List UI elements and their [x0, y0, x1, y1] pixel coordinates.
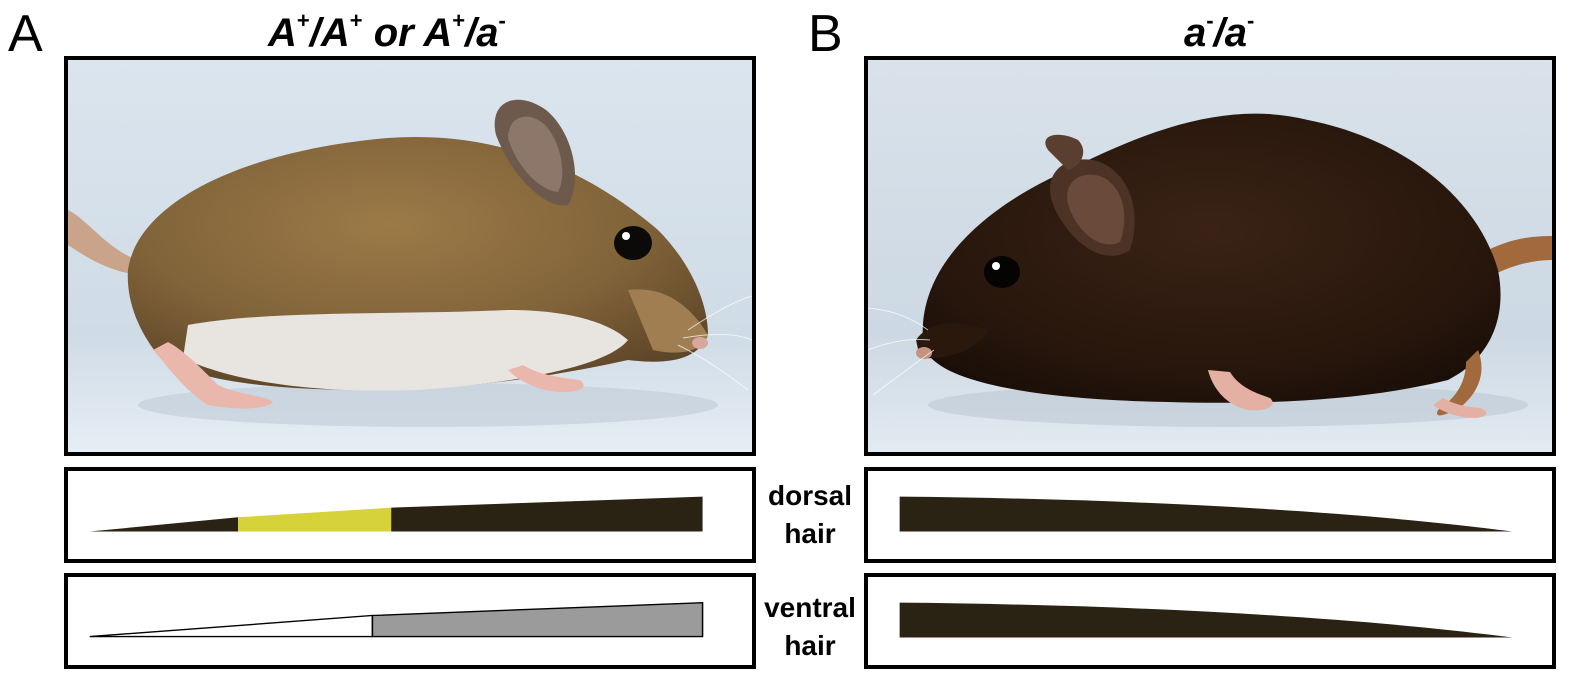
- panel-b-letter: B: [808, 5, 843, 63]
- panel-a-genotype: A+/A+ or A+/a-: [268, 8, 506, 55]
- label-line: ventral: [764, 592, 856, 623]
- dorsal-hair-diagram-a: [64, 467, 756, 563]
- solid-black-hair: [899, 496, 1513, 532]
- genotype-superscript: -: [1246, 8, 1255, 33]
- agouti-yellow-band: [238, 507, 392, 532]
- genotype-superscript: -: [498, 8, 506, 33]
- ventral-hair-diagram-a: [64, 573, 756, 669]
- black-mouse-icon: [868, 60, 1552, 452]
- genotype-part: a: [1184, 11, 1207, 55]
- agouti-mouse-icon: [68, 60, 752, 452]
- genotype-part: /A: [309, 11, 350, 55]
- ventral-hair-label: ventral hair: [755, 589, 865, 665]
- ventral-white-tip: [89, 614, 374, 638]
- genotype-part: or A: [362, 11, 453, 55]
- genotype-superscript: +: [349, 8, 363, 33]
- genotype-part: /a: [465, 11, 499, 55]
- label-line: dorsal: [767, 480, 853, 511]
- hair-base-segment: [391, 496, 703, 532]
- genotype-superscript: -: [1206, 8, 1214, 33]
- label-line: hair: [784, 518, 836, 549]
- black-mouse-photo: [864, 56, 1556, 456]
- genotype-part: A: [268, 11, 297, 55]
- label-line: hair: [784, 630, 836, 661]
- genotype-part: /a: [1213, 11, 1247, 55]
- hair-tip-segment: [89, 517, 239, 532]
- genotype-superscript: +: [452, 8, 466, 33]
- dorsal-hair-diagram-b: [864, 467, 1556, 563]
- agouti-mouse-photo: [64, 56, 756, 456]
- dorsal-hair-label: dorsal hair: [755, 477, 865, 553]
- genotype-superscript: +: [296, 8, 310, 33]
- panel-b-genotype: a-/a-: [1184, 8, 1255, 55]
- panel-a-letter: A: [8, 5, 43, 63]
- solid-black-hair: [899, 602, 1513, 638]
- ventral-gray-base: [371, 601, 704, 638]
- ventral-hair-diagram-b: [864, 573, 1556, 669]
